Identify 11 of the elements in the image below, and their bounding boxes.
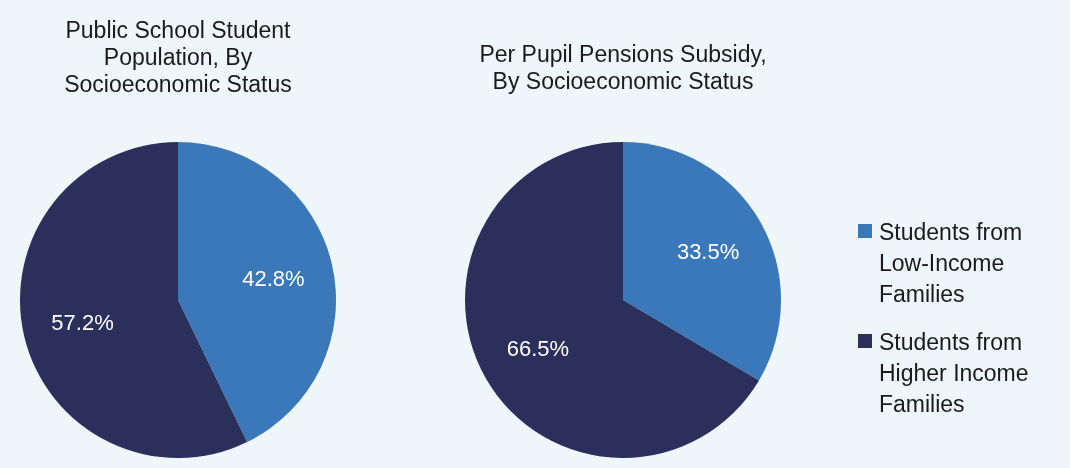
legend-label: Students from Low-Income Families [879,219,1023,308]
data-label: 57.2% [51,309,114,335]
pie-slice [465,142,759,458]
legend-label: Students from Higher Income Families [879,329,1029,418]
pie-slice [178,142,336,443]
data-label: 66.5% [506,336,570,362]
pie-slice [623,142,781,381]
data-label: 42.8% [242,265,305,291]
data-label: 33.5% [676,239,740,265]
chart-title: Public School Student Population, By Socioeconomic Status [64,17,292,97]
chart-title: Per Pupil Pensions Subsidy, By Socioeconomic Status [479,41,767,94]
